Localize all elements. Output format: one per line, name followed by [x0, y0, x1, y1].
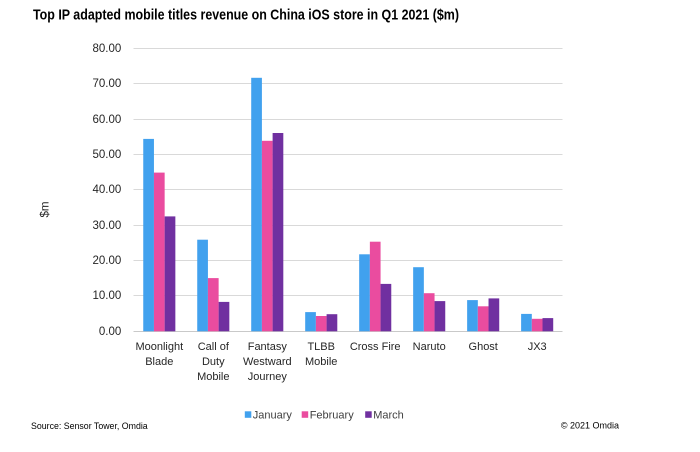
- svg-text:JX3: JX3: [528, 341, 547, 353]
- svg-text:Naruto: Naruto: [413, 341, 446, 353]
- svg-text:Cross Fire: Cross Fire: [350, 341, 401, 353]
- svg-text:Mobile: Mobile: [197, 371, 229, 383]
- svg-text:TLBB: TLBB: [307, 341, 335, 353]
- svg-text:Duty: Duty: [202, 356, 225, 368]
- svg-text:January: January: [253, 410, 293, 422]
- svg-text:Mobile: Mobile: [305, 356, 337, 368]
- svg-text:© 2021 Omdia: © 2021 Omdia: [561, 421, 619, 431]
- svg-text:Top IP adapted mobile titles r: Top IP adapted mobile titles revenue on …: [33, 6, 459, 23]
- svg-text:20.00: 20.00: [93, 255, 122, 267]
- svg-text:30.00: 30.00: [93, 220, 122, 232]
- svg-text:10.00: 10.00: [93, 290, 122, 302]
- svg-text:40.00: 40.00: [93, 184, 122, 196]
- svg-text:Journey: Journey: [248, 371, 288, 383]
- svg-text:Call of: Call of: [198, 341, 230, 353]
- svg-text:Moonlight: Moonlight: [135, 341, 183, 353]
- svg-text:80.00: 80.00: [93, 43, 122, 55]
- svg-text:Fantasy: Fantasy: [248, 341, 288, 353]
- svg-text:60.00: 60.00: [93, 114, 122, 126]
- svg-text:$m: $m: [40, 202, 52, 218]
- svg-text:Blade: Blade: [145, 356, 173, 368]
- svg-text:February: February: [310, 410, 355, 422]
- svg-text:Source: Sensor Tower, Omdia: Source: Sensor Tower, Omdia: [31, 421, 148, 431]
- svg-text:Ghost: Ghost: [469, 341, 498, 353]
- svg-text:Westward: Westward: [243, 356, 292, 368]
- svg-text:50.00: 50.00: [93, 149, 122, 161]
- svg-text:0.00: 0.00: [99, 326, 121, 338]
- svg-text:70.00: 70.00: [93, 78, 122, 90]
- svg-text:March: March: [373, 410, 404, 422]
